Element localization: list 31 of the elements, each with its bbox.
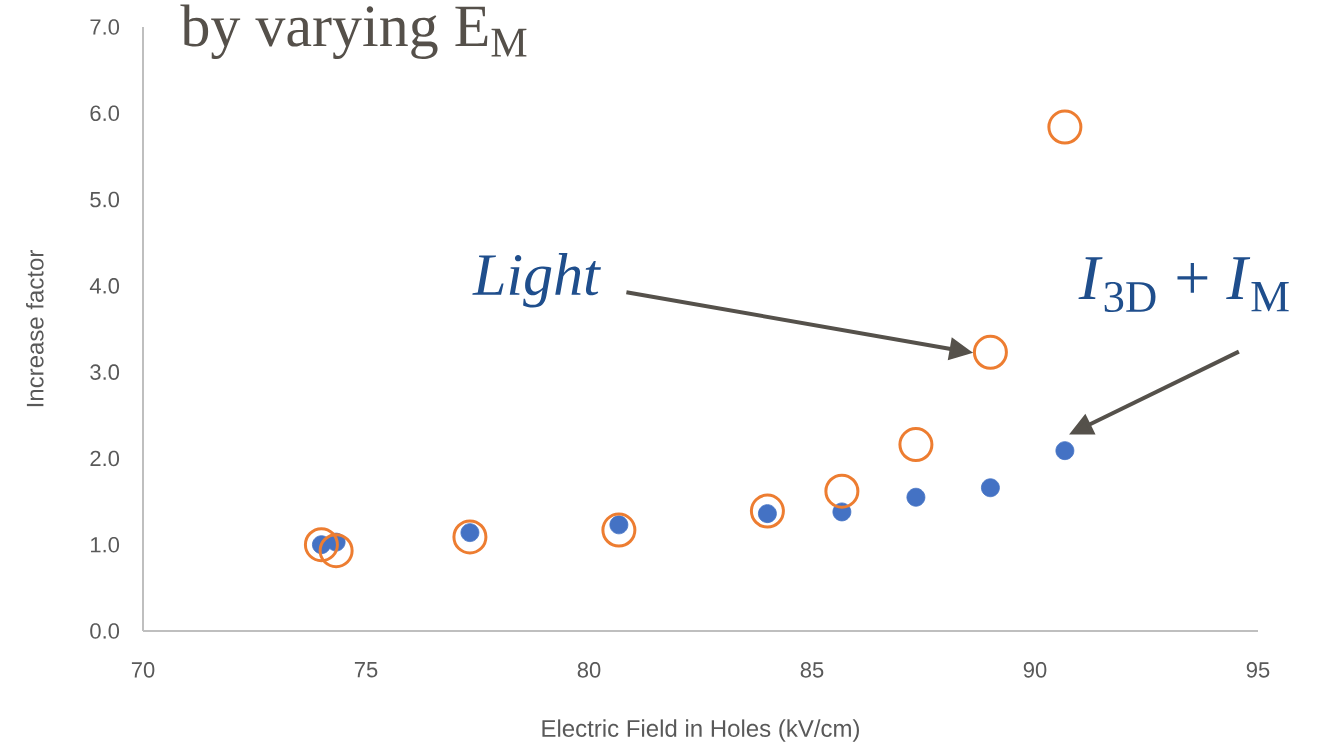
- y-tick-label: 4.0: [89, 278, 120, 294]
- y-tick-label: 0.0: [90, 623, 120, 639]
- y-axis-title: Increase factor: [26, 250, 44, 407]
- point: [749, 493, 785, 529]
- x-tick-label: 70: [131, 662, 155, 678]
- y-tick-label: 3.0: [90, 364, 120, 380]
- point: [452, 519, 488, 555]
- annotation: I$_{3D}$ + I$_{M}$: [1078, 257, 1289, 313]
- y-tick-label: 6.0: [90, 105, 120, 122]
- y-tick-label: 1.0: [91, 536, 120, 553]
- point: [898, 427, 934, 463]
- y-tick-label: 5.0: [90, 191, 120, 208]
- x-tick-label: 75: [354, 662, 378, 678]
- y-tick-label: 2.0: [90, 450, 120, 467]
- point: [318, 533, 354, 569]
- point: [824, 473, 860, 509]
- x-tick-label: 90: [1023, 662, 1047, 678]
- y-tick-label: 7.0: [90, 19, 120, 35]
- x-axis-title: Electric Field in Holes (kV/cm): [542, 719, 859, 742]
- point: [972, 334, 1008, 370]
- point: [1055, 441, 1075, 461]
- x-tick-label: 80: [577, 662, 601, 678]
- point: [981, 478, 1000, 498]
- x-tick-label: 85: [800, 662, 824, 678]
- chart-title: by varying E$_{M}$: [180, 4, 527, 59]
- annotation: Light: [472, 253, 601, 308]
- point: [601, 512, 637, 548]
- x-tick-label: 95: [1246, 662, 1270, 678]
- point: [906, 487, 926, 507]
- point: [303, 527, 339, 563]
- point: [1047, 109, 1083, 145]
